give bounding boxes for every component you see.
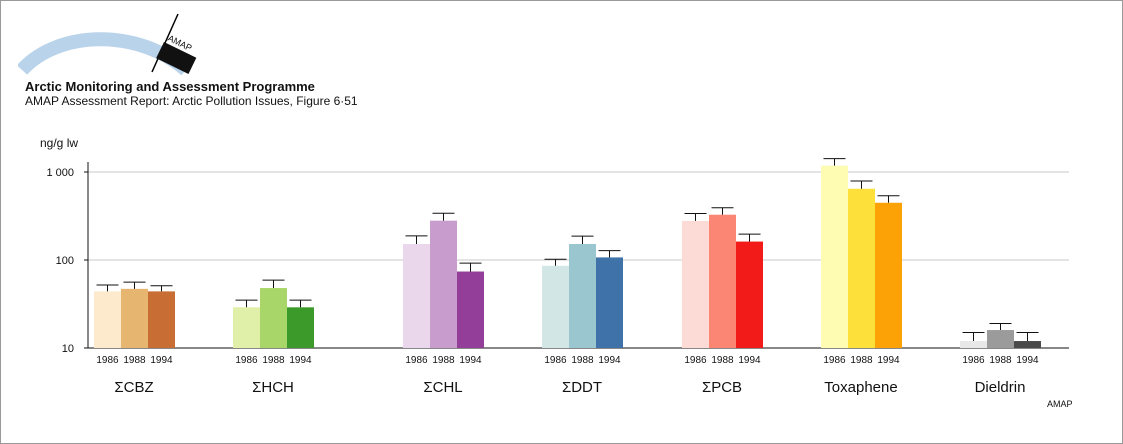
y-tick-label: 10	[62, 343, 74, 355]
bar	[682, 220, 709, 348]
bar	[709, 214, 736, 348]
bar	[596, 257, 623, 348]
bar	[233, 307, 260, 348]
organization-name: Arctic Monitoring and Assessment Program…	[25, 79, 315, 94]
year-label: 1994	[150, 355, 173, 366]
bar	[121, 288, 148, 348]
bar	[960, 341, 987, 348]
year-label: 1994	[459, 355, 482, 366]
year-label: 1988	[571, 355, 594, 366]
y-tick-label: 1 000	[46, 167, 74, 179]
year-label: 1988	[989, 355, 1012, 366]
group-label: ΣCHL	[423, 379, 462, 396]
bar	[430, 220, 457, 348]
year-label: 1986	[235, 355, 258, 366]
group-label: ΣCBZ	[114, 379, 153, 396]
bar	[287, 307, 314, 348]
group-label: ΣHCH	[252, 379, 294, 396]
bar	[1014, 341, 1041, 348]
bar	[875, 202, 902, 348]
group-label: Dieldrin	[975, 379, 1026, 396]
bar	[457, 271, 484, 348]
year-label: 1994	[289, 355, 312, 366]
year-label: 1988	[432, 355, 455, 366]
group-label: ΣDDT	[562, 379, 602, 396]
year-label: 1986	[405, 355, 428, 366]
y-axis-unit-label: ng/g lw	[40, 136, 78, 150]
bar	[848, 188, 875, 348]
year-label: 1994	[877, 355, 900, 366]
year-label: 1986	[962, 355, 985, 366]
year-label: 1986	[544, 355, 567, 366]
bar	[260, 288, 287, 348]
bar	[569, 243, 596, 348]
year-label: 1994	[598, 355, 621, 366]
bar	[148, 291, 175, 348]
group-label: Toxaphene	[824, 379, 897, 396]
bar	[94, 291, 121, 348]
bar	[542, 265, 569, 348]
year-label: 1988	[262, 355, 285, 366]
year-label: 1988	[123, 355, 146, 366]
amap-logo-icon: AMAP	[18, 13, 197, 76]
group-label: ΣPCB	[702, 379, 742, 396]
year-label: 1988	[711, 355, 734, 366]
year-label: 1986	[684, 355, 707, 366]
bar	[821, 165, 848, 348]
year-label: 1994	[738, 355, 761, 366]
year-label: 1988	[850, 355, 873, 366]
year-label: 1986	[96, 355, 119, 366]
bar	[403, 243, 430, 348]
year-label: 1986	[823, 355, 846, 366]
bar	[736, 241, 763, 348]
credit-label: AMAP	[1047, 399, 1073, 409]
y-tick-label: 100	[56, 255, 74, 267]
year-label: 1994	[1016, 355, 1039, 366]
bar	[987, 330, 1014, 348]
figure-subtitle: AMAP Assessment Report: Arctic Pollution…	[25, 94, 358, 108]
